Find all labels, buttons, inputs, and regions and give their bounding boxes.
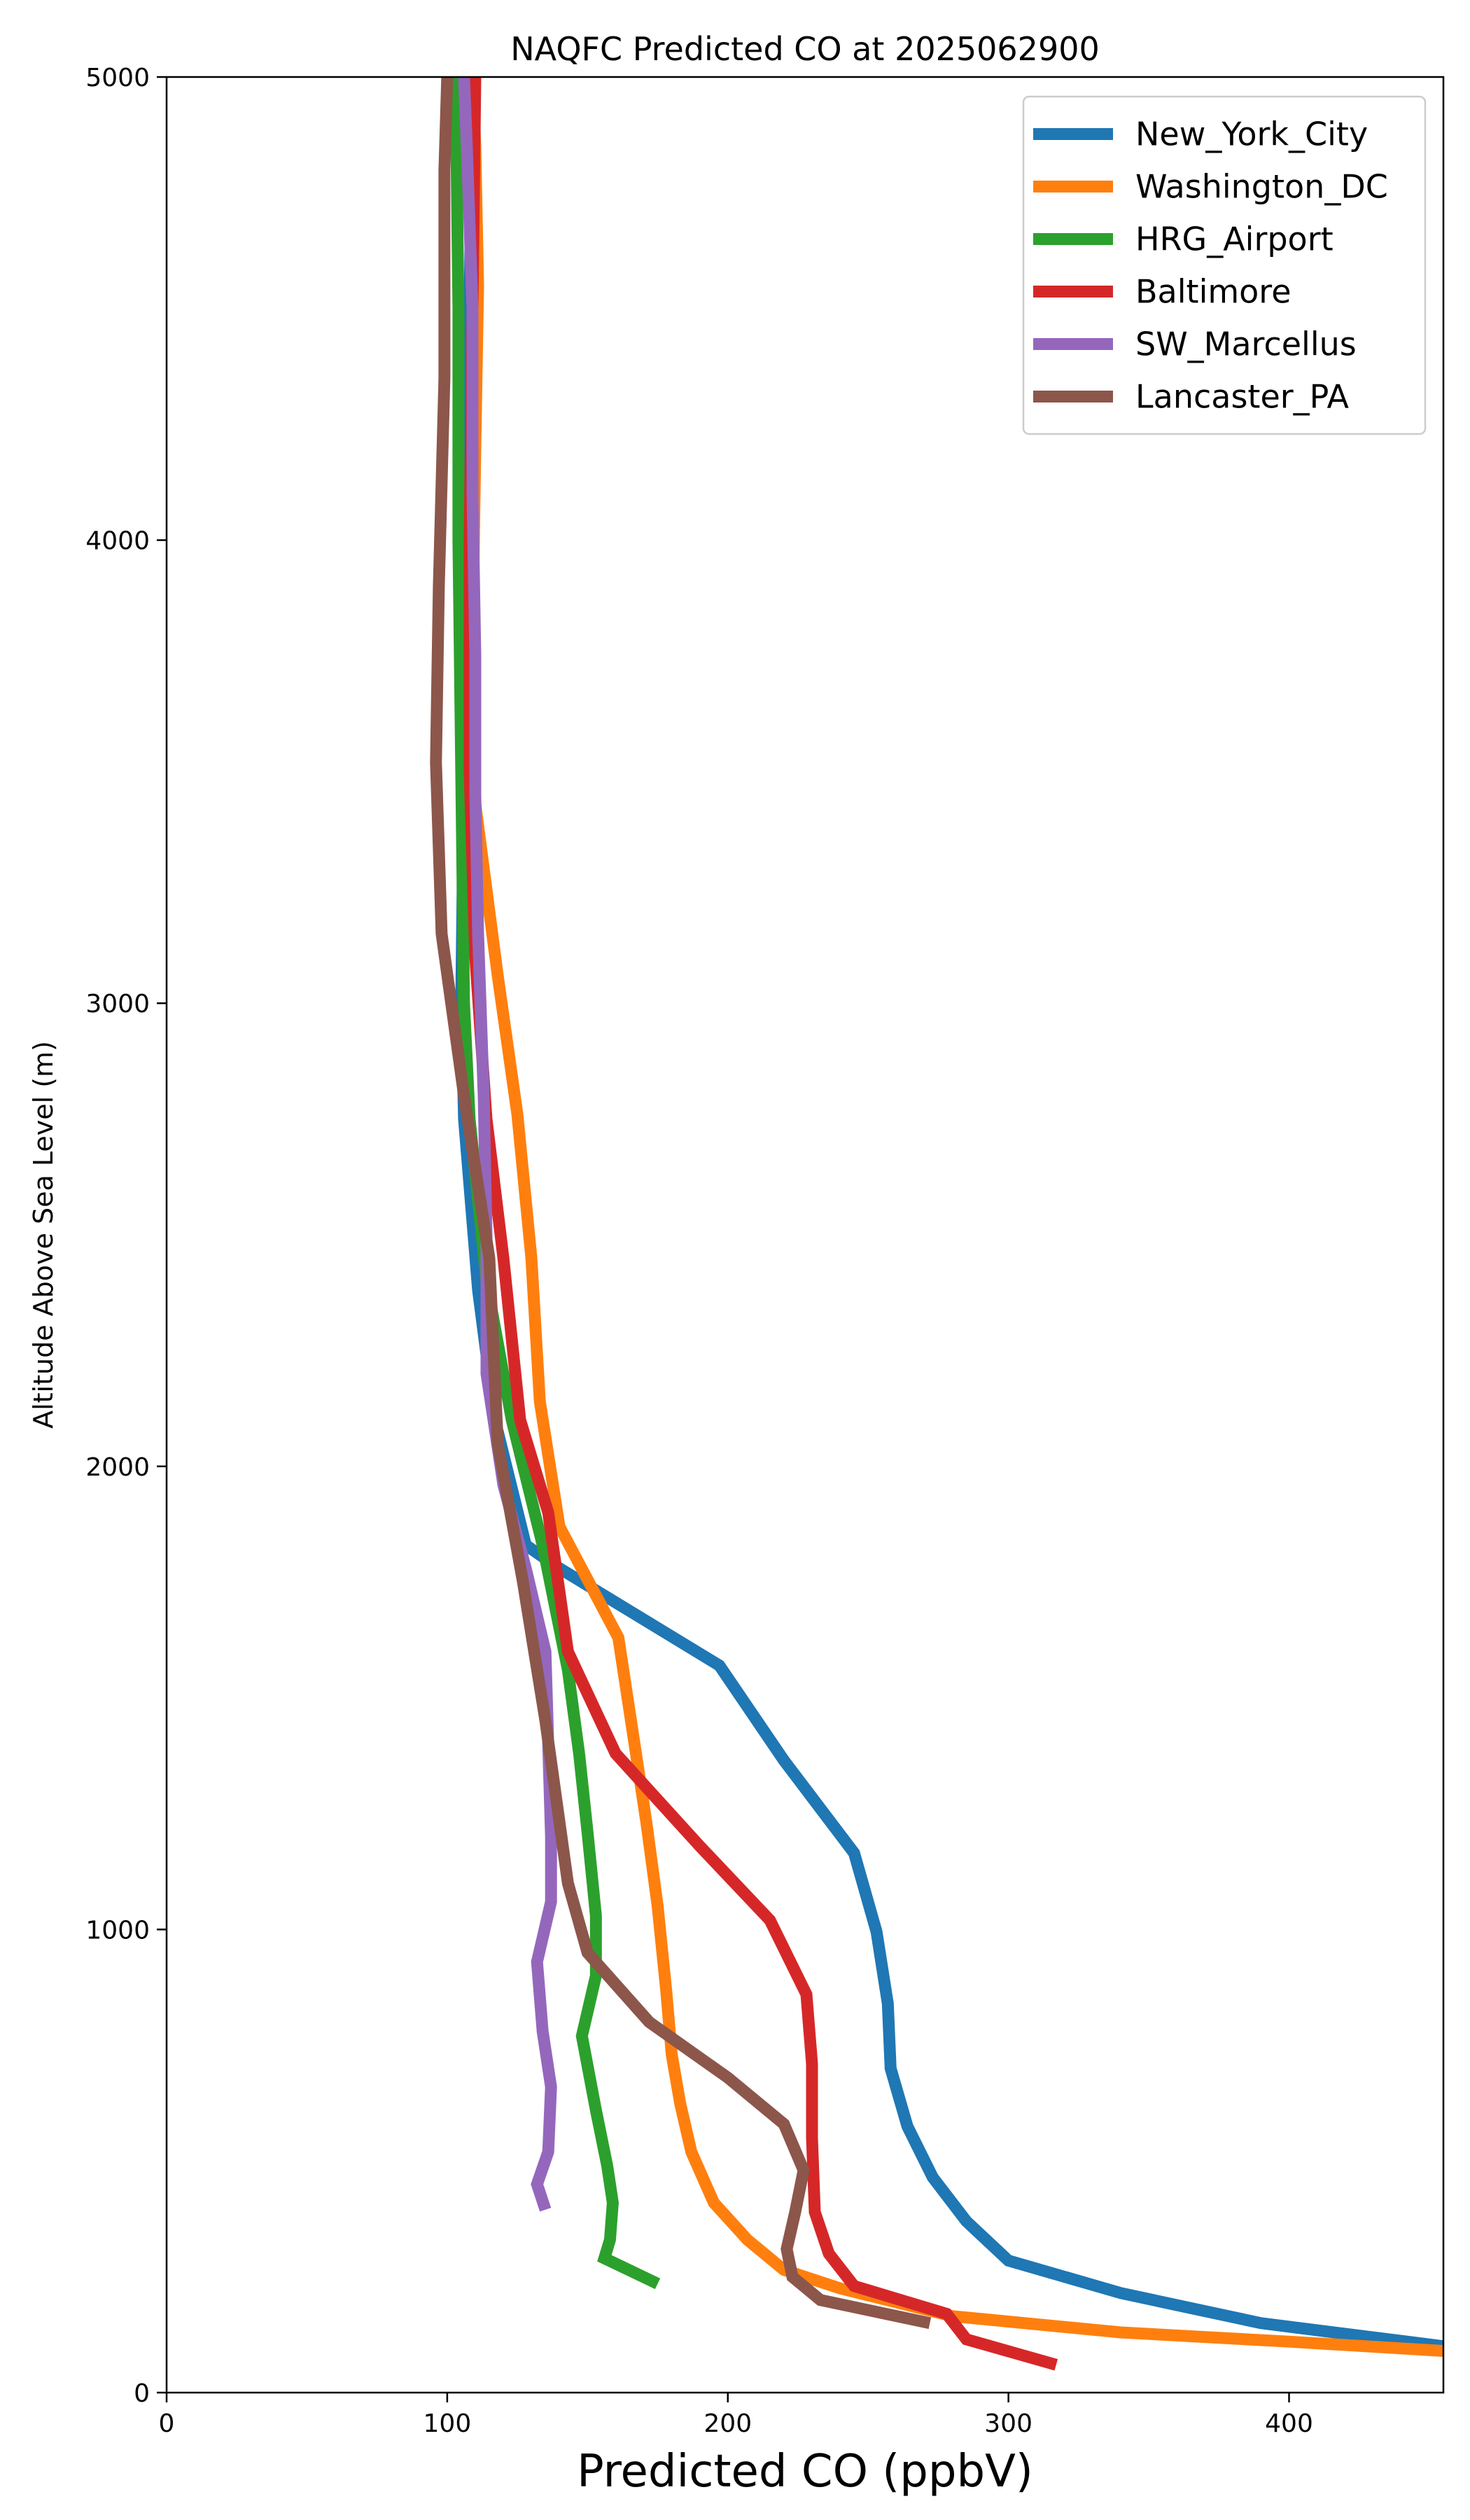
y-tick-label: 1000 — [85, 1916, 150, 1945]
legend-label-washington-dc: Washington_DC — [1135, 168, 1388, 206]
series-line-hrg-airport — [449, 77, 661, 2290]
legend: New_York_City Washington_DC HRG_Airport Bal… — [1022, 95, 1427, 435]
y-tick-label: 5000 — [85, 64, 150, 92]
legend-label-baltimore: Baltimore — [1135, 273, 1292, 311]
y-tick-label: 3000 — [85, 990, 150, 1018]
legend-label-hrg-airport: HRG_Airport — [1135, 220, 1334, 258]
x-axis-label: Predicted CO (ppbV) — [577, 2446, 1033, 2498]
legend-label-new-york-city: New_York_City — [1135, 115, 1368, 153]
chart-title: NAQFC Predicted CO at 2025062900 — [510, 30, 1100, 68]
x-tick-label: 200 — [704, 2409, 752, 2438]
x-tick-label: 100 — [424, 2409, 472, 2438]
y-axis-label: Altitude Above Sea Level (m) — [28, 1041, 59, 1429]
legend-label-lancaster-pa: Lancaster_PA — [1135, 378, 1349, 416]
y-tick-label: 2000 — [85, 1453, 150, 1482]
plot-frame — [165, 76, 1445, 2394]
x-tick-label: 400 — [1265, 2409, 1313, 2438]
series-layer — [430, 77, 1443, 2371]
y-tick-label: 4000 — [85, 527, 150, 556]
x-tick-label: 0 — [159, 2409, 175, 2438]
series-line-lancaster-pa — [430, 77, 932, 2330]
x-tick-label: 300 — [984, 2409, 1032, 2438]
y-tick-label: 0 — [134, 2379, 150, 2408]
legend-box — [1022, 95, 1427, 435]
legend-label-sw-marcellus: SW_Marcellus — [1135, 326, 1357, 363]
